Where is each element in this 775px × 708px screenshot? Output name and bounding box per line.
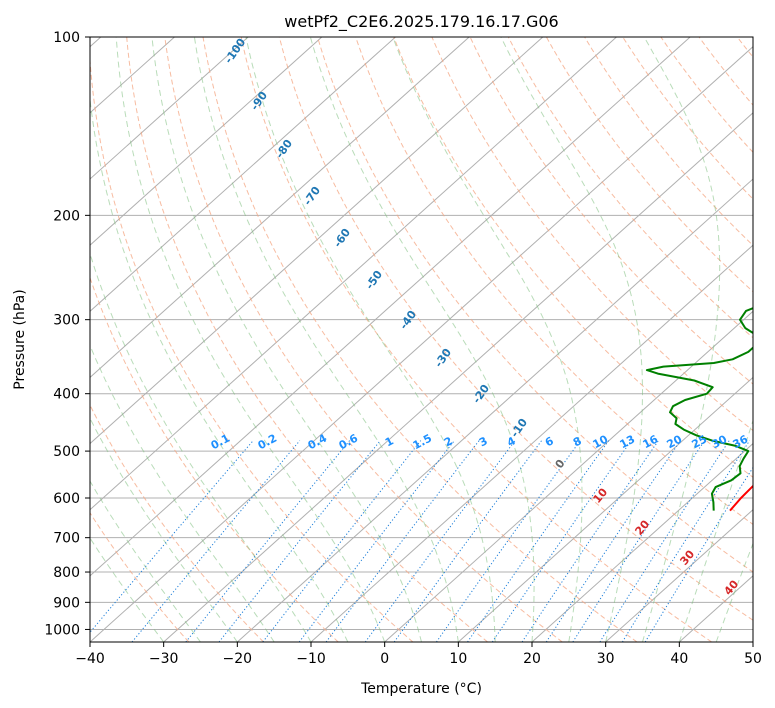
moist-adiabat-line (193, 37, 459, 642)
moist-adiabat-line (90, 252, 312, 642)
x-tick-label: 40 (670, 651, 688, 667)
mixing-ratio-label: 20 (665, 432, 685, 451)
moist-adiabat-line (245, 37, 496, 642)
x-tick-label: −20 (223, 651, 253, 667)
mixing-ratio-line (435, 440, 581, 642)
y-tick-label: 400 (53, 387, 80, 403)
isotherm-line (90, 46, 753, 642)
axis-ticks: −40 −30 −20 −10 0 10 20 30 40 50 100 200 300 400 500 60… (44, 30, 762, 667)
mixing-ratio-line (467, 440, 610, 642)
mixing-ratio-line (364, 440, 516, 642)
moist-adiabat-line (392, 37, 583, 642)
plot-frame (89, 36, 754, 643)
y-tick-label: 300 (53, 313, 80, 329)
x-tick-label: −30 (149, 651, 179, 667)
chart-title: wetPf2_C2E6.2025.179.16.17.G06 (284, 12, 558, 32)
isotherm-line (384, 310, 753, 642)
isotherm-line (163, 112, 753, 642)
dry-adiabat-line (90, 276, 339, 642)
isotherm-line (90, 37, 249, 180)
x-tick-label: 0 (380, 651, 389, 667)
mixing-ratio-label: 25 (690, 433, 710, 452)
mixing-ratio-line (393, 440, 543, 642)
y-tick-label: 500 (53, 444, 80, 460)
mixing-ratio-line (621, 440, 751, 642)
moist-adiabat-line (115, 37, 386, 642)
x-tick-label: 20 (523, 651, 541, 667)
moist-adiabat-line (642, 37, 721, 642)
mixing-ratio-label: 16 (641, 432, 661, 451)
x-tick-label: −10 (296, 651, 326, 667)
dry-adiabat-line (545, 37, 753, 293)
isotherm-line (90, 37, 470, 379)
x-axis-label: Temperature (°C) (360, 681, 482, 697)
mixing-ratio-line (131, 440, 301, 642)
mixing-ratio-line (599, 440, 730, 642)
plot-area (90, 37, 753, 642)
dry-adiabat-line (469, 37, 753, 385)
isotherm-line (752, 641, 753, 642)
moist-adiabat-line (309, 37, 535, 642)
moist-adiabat-line (500, 37, 643, 642)
mixing-ratio-line (644, 466, 753, 642)
mixing-ratio-label: 10 (591, 432, 611, 451)
dry-adiabat-line (431, 37, 753, 432)
moist-adiabat-line (90, 537, 165, 642)
isotherm-line (605, 509, 753, 642)
mixing-ratio-label: 30 (710, 432, 730, 451)
isotherm-line (90, 37, 617, 511)
dry-adiabat-line (660, 37, 753, 154)
dry-adiabat-line (393, 37, 753, 478)
moist-adiabat-line (90, 417, 238, 642)
profile-series (645, 307, 753, 512)
dewpoint-line (645, 307, 753, 511)
dry-adiabat-line (90, 511, 190, 642)
mixing-ratio-line (218, 440, 381, 642)
mixing-ratio-line (572, 440, 706, 642)
dry-adiabat-line (164, 37, 563, 642)
dry-adiabat-line (202, 37, 638, 642)
mixing-ratio-label: 13 (618, 433, 638, 452)
isotherm-line (310, 244, 753, 642)
isotherm-line (236, 178, 753, 642)
x-tick-label: 50 (744, 651, 762, 667)
dry-adiabat-line (317, 37, 753, 573)
y-axis-label: Pressure (hPa) (12, 289, 28, 389)
y-tick-label: 900 (53, 595, 80, 611)
dry-adiabat-line (507, 37, 753, 339)
x-tick-label: 10 (449, 651, 467, 667)
dry-adiabat-line (278, 37, 753, 621)
dry-adiabat-line (240, 37, 712, 642)
y-tick-label: 200 (53, 208, 80, 224)
mixing-ratio-line (298, 440, 455, 642)
y-tick-label: 600 (53, 491, 80, 507)
isotherm-line (457, 376, 753, 642)
isotherm-line (531, 442, 753, 642)
isotherm-line (90, 37, 544, 445)
dry-adiabat-line (355, 37, 753, 526)
y-tick-label: 1000 (44, 622, 80, 638)
mixing-ratio-line (325, 440, 480, 642)
isotherm-line (90, 37, 323, 246)
x-tick-label: −40 (75, 651, 105, 667)
background-lines (90, 37, 753, 642)
isotherm-line (90, 37, 396, 312)
mixing-ratio-label: 36 (731, 432, 751, 451)
mixing-ratio-line (545, 440, 681, 642)
dry-adiabat-line (622, 37, 753, 200)
y-tick-label: 700 (53, 531, 80, 547)
moist-adiabat-line (90, 344, 275, 642)
mixing-ratio-line (185, 440, 350, 642)
dry-adiabat-line (90, 53, 414, 642)
y-tick-label: 100 (53, 30, 80, 46)
y-tick-label: 800 (53, 565, 80, 581)
moist-adiabat-line (90, 480, 201, 642)
isotherm-line (90, 37, 691, 577)
x-tick-label: 30 (597, 651, 615, 667)
